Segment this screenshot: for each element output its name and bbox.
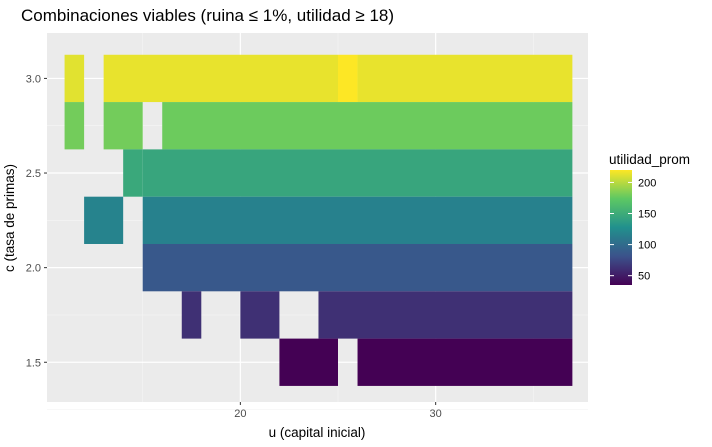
heatmap-tile [103,102,143,150]
x-tick-label: 20 [234,408,246,420]
heatmap-tiles [64,54,573,386]
y-tick-label: 3.0 [26,73,41,85]
color-legend: utilidad_prom 50 100 150 200 [609,152,690,285]
legend-colorbar [610,170,632,285]
heatmap-tile [64,102,85,150]
heatmap-tile [162,102,573,150]
heatmap-tile [318,291,573,339]
y-tick-label: 2.0 [26,263,41,275]
x-tick-label: 30 [430,408,442,420]
legend-title: utilidad_prom [609,152,690,167]
heatmap-tile [123,149,143,197]
y-tick-label: 1.5 [26,357,41,369]
axes: 20 30 1.5 2.0 2.5 3.0 [26,73,442,420]
heatmap-tile [142,149,573,197]
legend-tick-label: 100 [638,240,656,252]
heatmap-tile [279,338,339,386]
heatmap-tile [181,291,202,339]
heatmap-tile [357,338,573,386]
y-tick-label: 2.5 [26,168,41,180]
heatmap-tile [142,196,573,244]
y-axis-title: c (tasa de primas) [2,164,17,272]
legend-tick-label: 150 [638,209,656,221]
x-axis-title: u (capital inicial) [269,425,366,440]
heatmap-tile [338,54,358,103]
heatmap-tile [142,243,573,292]
heatmap-tile [357,54,573,103]
legend-tick-label: 50 [638,271,650,283]
heatmap-tile [64,54,85,103]
heatmap-tile [103,54,339,103]
chart-title: Combinaciones viables (ruina ≤ 1%, utili… [21,6,395,25]
heatmap-tile [84,196,124,244]
heatmap-tile [240,291,280,339]
legend-tick-label: 200 [638,177,656,189]
